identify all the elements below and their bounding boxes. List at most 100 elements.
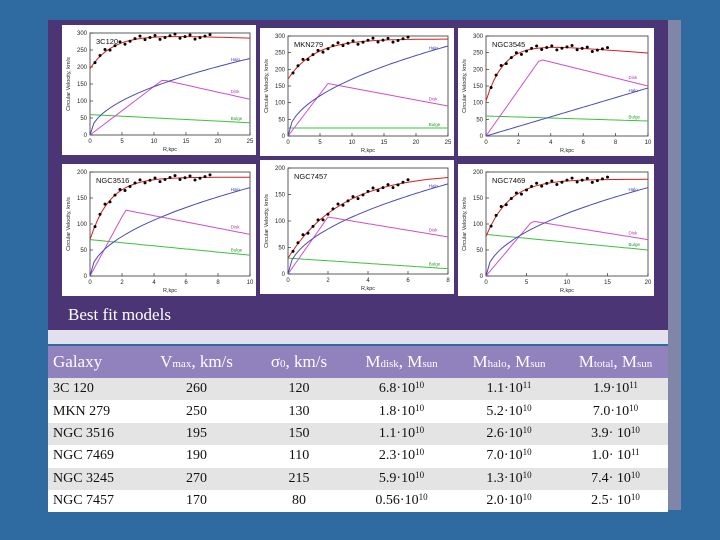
- galaxy-label: 3C120: [96, 37, 118, 46]
- observed-point: [361, 193, 365, 197]
- observed-point: [183, 176, 187, 180]
- observed-point: [128, 39, 132, 43]
- x-tick-label: 15: [183, 139, 190, 145]
- rotation-curve-3c120: 0 5 10 15 20 25 0 50 100 150 200 250 300 R,kpc Circula…: [62, 25, 256, 155]
- disk-curve: [287, 82, 449, 137]
- x-tick-label: 0: [484, 280, 488, 286]
- mtotal-exponent: 10: [630, 424, 640, 435]
- observed-point: [331, 44, 335, 48]
- sigma-cell: 110: [250, 445, 348, 468]
- table-row: NGC 7469 190 110 2.3·1010 7.0·1010 1.0· 1011: [48, 445, 668, 468]
- mdisk-mantissa: 5.9·10: [378, 470, 416, 486]
- observed-point: [108, 48, 112, 52]
- observed-point: [499, 64, 503, 68]
- observed-point: [606, 46, 609, 50]
- halo-curve: [485, 87, 649, 137]
- mtotal-exponent: 10: [629, 402, 639, 413]
- observed-point: [361, 40, 365, 44]
- observed-point: [386, 183, 390, 187]
- observed-point: [376, 189, 380, 193]
- mhalo-cell: 5.2·1010: [455, 400, 563, 423]
- mdisk-cell: 1.8·1010: [348, 400, 455, 423]
- mtotal-cell: 3.9· 1010: [563, 422, 668, 446]
- observed-point: [565, 45, 569, 49]
- observed-point: [580, 178, 584, 182]
- table-row: NGC 3245 270 215 5.9·1010 1.3·1010 7.4· 1010: [48, 467, 668, 490]
- mhalo-cell: 2.0·1010: [455, 489, 563, 513]
- observed-point: [514, 191, 518, 195]
- mdisk-exponent: 10: [415, 424, 425, 435]
- observed-point: [396, 38, 400, 42]
- observed-point: [595, 48, 599, 52]
- y-tick-label: 0: [282, 272, 286, 278]
- mhalo-mantissa: 2.0·10: [486, 493, 523, 509]
- observed-point: [311, 224, 315, 228]
- observed-point: [93, 225, 97, 229]
- observed-point: [595, 179, 599, 183]
- observed-point: [494, 213, 498, 217]
- mtotal-mantissa: 2.5· 10: [591, 493, 631, 509]
- y-axis-label: Circular Velocity, km/s: [264, 59, 270, 113]
- observed-point: [341, 44, 345, 48]
- observed-point: [545, 46, 549, 50]
- mtotal-mantissa: 1.9·10: [593, 381, 630, 397]
- y-tick-label: 100: [275, 219, 286, 225]
- mhalo-exponent: 10: [522, 402, 532, 413]
- x-tick-label: 10: [564, 280, 571, 286]
- bulge-curve: [485, 233, 649, 251]
- observed-point: [326, 47, 330, 51]
- sigma-cell: 150: [250, 422, 348, 446]
- mtotal-cell: 1.0· 1011: [563, 445, 668, 468]
- observed-point: [514, 51, 518, 55]
- mhalo-mantissa: 5.2·10: [486, 403, 523, 419]
- observed-point: [148, 178, 152, 182]
- y-tick-label: 0: [480, 134, 484, 140]
- observed-point: [336, 41, 340, 45]
- x-tick-label: 8: [446, 278, 450, 284]
- galaxy-label: MKN279: [294, 40, 323, 49]
- y-tick-label: 100: [77, 99, 88, 105]
- y-tick-label: 100: [473, 222, 484, 228]
- total-curve: [485, 178, 648, 237]
- disk-label: Disk: [231, 225, 240, 230]
- y-tick-label: 150: [473, 196, 484, 202]
- galaxy-name: NGC 3245: [48, 467, 143, 490]
- observed-point: [366, 38, 370, 42]
- observed-point: [509, 56, 513, 60]
- rotation-curve-ngc3516: 0 2 4 6 8 10 0 50 100 150 200 R,kpc Circular Velocit…: [62, 164, 256, 296]
- x-tick-label: 4: [152, 280, 156, 286]
- sigma-cell: 80: [250, 489, 348, 513]
- table-row: MKN 279 250 130 1.8·1010 5.2·1010 7.0·1010: [48, 400, 668, 423]
- observed-point: [406, 35, 410, 39]
- disk-curve: [89, 209, 251, 277]
- observed-point: [565, 178, 569, 182]
- observed-point: [606, 175, 609, 179]
- halo-label: Halo: [231, 187, 241, 192]
- observed-point: [519, 192, 523, 196]
- y-tick-label: 150: [77, 196, 88, 202]
- mtotal-mantissa: 7.0·10: [592, 403, 630, 419]
- observed-point: [198, 36, 202, 40]
- rotation-curve-ngc7457: 0 2 4 6 8 0 50 100 150 200 R,kpc Circular Velocity,…: [260, 160, 454, 294]
- galaxy-name: NGC 7457: [48, 489, 143, 513]
- mdisk-cell: 5.9·1010: [348, 467, 455, 490]
- observed-point: [381, 186, 385, 190]
- column-header: σ0, km/s: [250, 346, 348, 378]
- vmax-cell: 195: [143, 422, 250, 446]
- observed-point: [133, 181, 137, 185]
- y-tick-label: 50: [476, 117, 483, 123]
- x-axis-label: R,kpc: [361, 286, 375, 292]
- observed-point: [148, 35, 152, 39]
- header-subscript: halo: [487, 358, 507, 370]
- y-tick-label: 250: [77, 48, 88, 54]
- x-tick-label: 20: [413, 140, 420, 146]
- observed-point: [183, 35, 187, 39]
- disk-curve: [485, 220, 649, 277]
- table-row: 3C 120 260 120 6.8·1010 1.1·1011 1.9·1011: [48, 378, 668, 401]
- observed-point: [138, 34, 142, 38]
- disk-curve: [287, 216, 449, 275]
- y-tick-label: 200: [77, 170, 88, 176]
- x-tick-label: 0: [88, 280, 92, 286]
- halo-label: Halo: [231, 57, 241, 62]
- observed-point: [103, 202, 107, 206]
